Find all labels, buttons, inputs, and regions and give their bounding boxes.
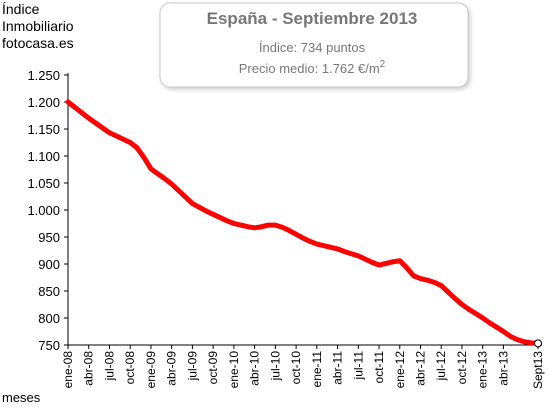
x-tick-label: jul-08 bbox=[102, 351, 116, 382]
y-tick-label: 750 bbox=[38, 338, 60, 353]
x-tick-label: jul-11 bbox=[351, 351, 365, 381]
x-tick-label: abr-11 bbox=[331, 351, 345, 385]
x-axis-label: meses bbox=[2, 390, 41, 405]
x-tick-label: abr-12 bbox=[414, 351, 428, 386]
x-tick-label: abr-13 bbox=[496, 351, 510, 386]
x-tick-label: jul-12 bbox=[434, 351, 448, 382]
y-tick-label: 800 bbox=[38, 311, 60, 326]
x-tick-label: oct-12 bbox=[455, 351, 469, 385]
x-tick-label: oct-10 bbox=[289, 351, 303, 385]
y-tick-label: 900 bbox=[38, 257, 60, 272]
y-tick-label: 1.200 bbox=[27, 95, 60, 110]
y-tick-label: 950 bbox=[38, 230, 60, 245]
y-axis-label: Inmobiliario bbox=[2, 18, 74, 34]
x-tick-label: jul-10 bbox=[268, 351, 282, 382]
x-tick-label: abr-09 bbox=[165, 351, 179, 386]
x-tick-label: Sept13 bbox=[531, 351, 545, 389]
y-axis-label: fotocasa.es bbox=[2, 35, 74, 51]
x-tick-label: oct-09 bbox=[206, 351, 220, 385]
y-tick-label: 1.000 bbox=[27, 203, 60, 218]
index-text: Índice: 734 puntos bbox=[259, 40, 366, 55]
y-tick-label: 1.250 bbox=[27, 68, 60, 83]
chart-title: España - Septiembre 2013 bbox=[207, 9, 418, 28]
x-tick-label: jul-09 bbox=[185, 351, 199, 382]
x-tick-label: ene-08 bbox=[61, 351, 75, 389]
x-tick-label: ene-13 bbox=[476, 351, 490, 389]
info-box-frame bbox=[159, 2, 469, 88]
price-main: Precio medio: 1.762 €/m bbox=[239, 61, 380, 76]
data-line bbox=[65, 99, 541, 346]
x-tick-label: abr-08 bbox=[82, 351, 96, 386]
end-point bbox=[534, 339, 542, 348]
x-tick-label: ene-11 bbox=[310, 351, 324, 388]
y-tick-label: 1.050 bbox=[27, 176, 60, 191]
x-tick-label: ene-10 bbox=[227, 351, 241, 389]
x-tick-label: abr-10 bbox=[248, 351, 262, 386]
y-tick-label: 850 bbox=[38, 284, 60, 299]
x-tick-label: oct-08 bbox=[123, 351, 137, 385]
y-tick-label: 1.150 bbox=[27, 122, 60, 137]
price-sup: 2 bbox=[380, 59, 386, 70]
y-tick-label: 1.100 bbox=[27, 149, 60, 164]
price-text: Precio medio: 1.762 €/m2 bbox=[239, 59, 386, 76]
x-tick-label: ene-09 bbox=[144, 351, 158, 389]
x-tick-label: oct-11 bbox=[372, 351, 386, 384]
y-axis-label: Índice bbox=[2, 1, 40, 17]
info-box: España - Septiembre 2013 Índice: 734 pun… bbox=[159, 2, 469, 88]
x-tick-label: ene-12 bbox=[393, 351, 407, 389]
